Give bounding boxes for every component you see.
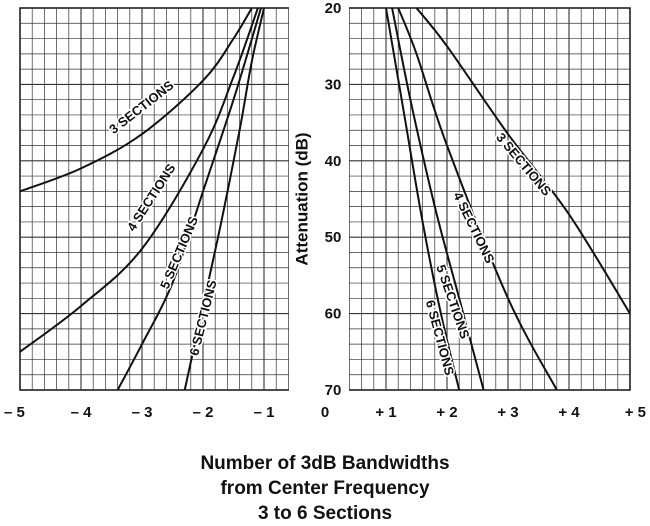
caption-line-1: Number of 3dB Bandwidths bbox=[200, 453, 450, 474]
x-tick-label: + 5 bbox=[625, 404, 646, 421]
x-tick-label: – 2 bbox=[193, 404, 214, 421]
caption-line-2: from Center Frequency bbox=[220, 478, 430, 499]
y-tick-label: 60 bbox=[325, 306, 342, 323]
y-tick-label: 30 bbox=[325, 76, 342, 93]
y-tick-label: 50 bbox=[325, 229, 342, 246]
curve-right-3-sections bbox=[415, 7, 631, 315]
x-tick-label: – 5 bbox=[4, 404, 25, 421]
y-axis-label-background bbox=[289, 4, 349, 394]
curve-left-6-sections bbox=[183, 7, 265, 391]
curve-left-4-sections bbox=[19, 7, 259, 353]
curve-right-5-sections bbox=[391, 7, 485, 391]
y-tick-label: 40 bbox=[325, 153, 342, 170]
curves bbox=[19, 7, 631, 391]
curve-left-5-sections bbox=[116, 7, 262, 391]
x-tick-label: – 4 bbox=[71, 404, 93, 421]
x-tick-label: + 1 bbox=[375, 404, 396, 421]
x-tick-label: 0 bbox=[321, 404, 329, 421]
y-tick-label: 20 bbox=[325, 0, 342, 17]
curve-right-4-sections bbox=[397, 7, 558, 391]
x-tick-labels: – 5 – 4 – 3 – 2 – 1 0 + 1 + 2 + 3 + 4 + 5 bbox=[4, 404, 646, 421]
y-axis-label: Attenuation (dB) bbox=[292, 132, 311, 265]
x-tick-label: + 4 bbox=[558, 404, 580, 421]
y-tick-labels: 20 30 40 50 60 70 bbox=[323, 0, 344, 401]
x-tick-label: – 1 bbox=[254, 404, 275, 421]
y-tick-label: 70 bbox=[325, 382, 342, 399]
x-tick-label: + 3 bbox=[497, 404, 518, 421]
caption: Number of 3dB Bandwidths from Center Fre… bbox=[0, 451, 650, 526]
x-tick-label: + 2 bbox=[436, 404, 457, 421]
curve-right-6-sections bbox=[385, 7, 461, 391]
curve-left-3-sections bbox=[19, 7, 253, 193]
x-tick-label: – 3 bbox=[132, 404, 153, 421]
caption-line-3: 3 to 6 Sections bbox=[257, 503, 393, 524]
